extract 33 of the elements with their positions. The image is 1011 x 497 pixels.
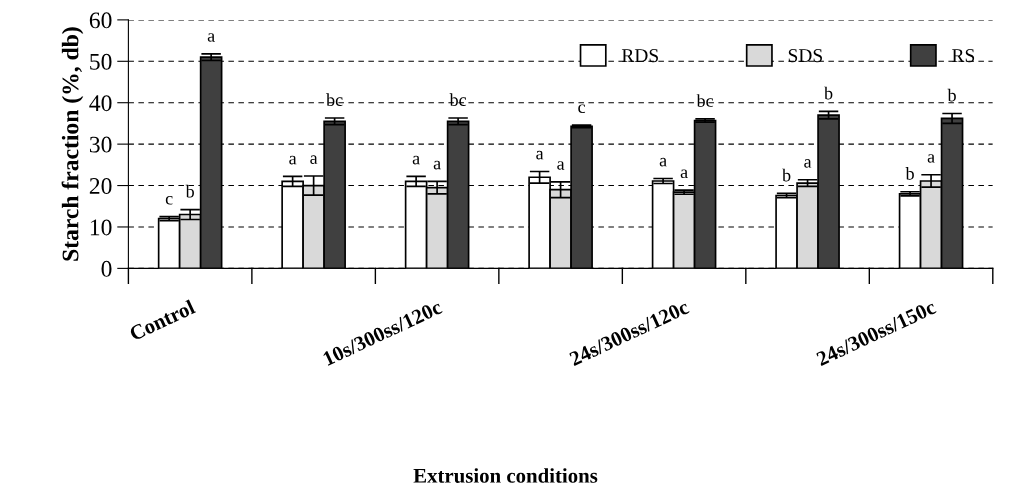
data-label: b [947, 88, 956, 102]
y-tick-label: 20 [89, 178, 112, 194]
x-axis-title: Extrusion conditions [413, 468, 598, 483]
data-label: a [659, 157, 667, 167]
legend-label: RDS [621, 49, 658, 63]
data-label: a [412, 155, 420, 165]
data-label: a [927, 154, 935, 163]
legend-label: SDS [788, 49, 822, 63]
data-label: bc [696, 94, 714, 107]
y-axis-title: Starch fraction (%, db) [61, 27, 84, 261]
y-tick-label: 60 [89, 12, 112, 29]
data-label: a [289, 155, 297, 165]
data-label: a [536, 150, 544, 160]
data-label: bc [449, 93, 467, 107]
data-label: b [905, 167, 914, 180]
y-tick-label: 30 [89, 136, 112, 153]
data-label: b [824, 86, 833, 100]
data-label: b [185, 184, 194, 198]
data-label: a [680, 169, 688, 179]
legend-label: RS [952, 49, 975, 63]
y-tick-label: 50 [90, 53, 112, 70]
data-label: c [165, 195, 173, 205]
y-tick-label: 40 [89, 95, 112, 112]
y-tick-label: 0 [101, 260, 112, 277]
data-label: a [310, 155, 318, 165]
data-label: a [433, 160, 441, 170]
y-tick-label: 10 [90, 219, 112, 236]
data-label: c [578, 104, 586, 114]
data-label: a [207, 33, 215, 42]
data-label: bc [326, 93, 343, 107]
data-label: a [557, 161, 565, 170]
data-label: b [782, 168, 791, 182]
data-label: a [804, 159, 812, 168]
